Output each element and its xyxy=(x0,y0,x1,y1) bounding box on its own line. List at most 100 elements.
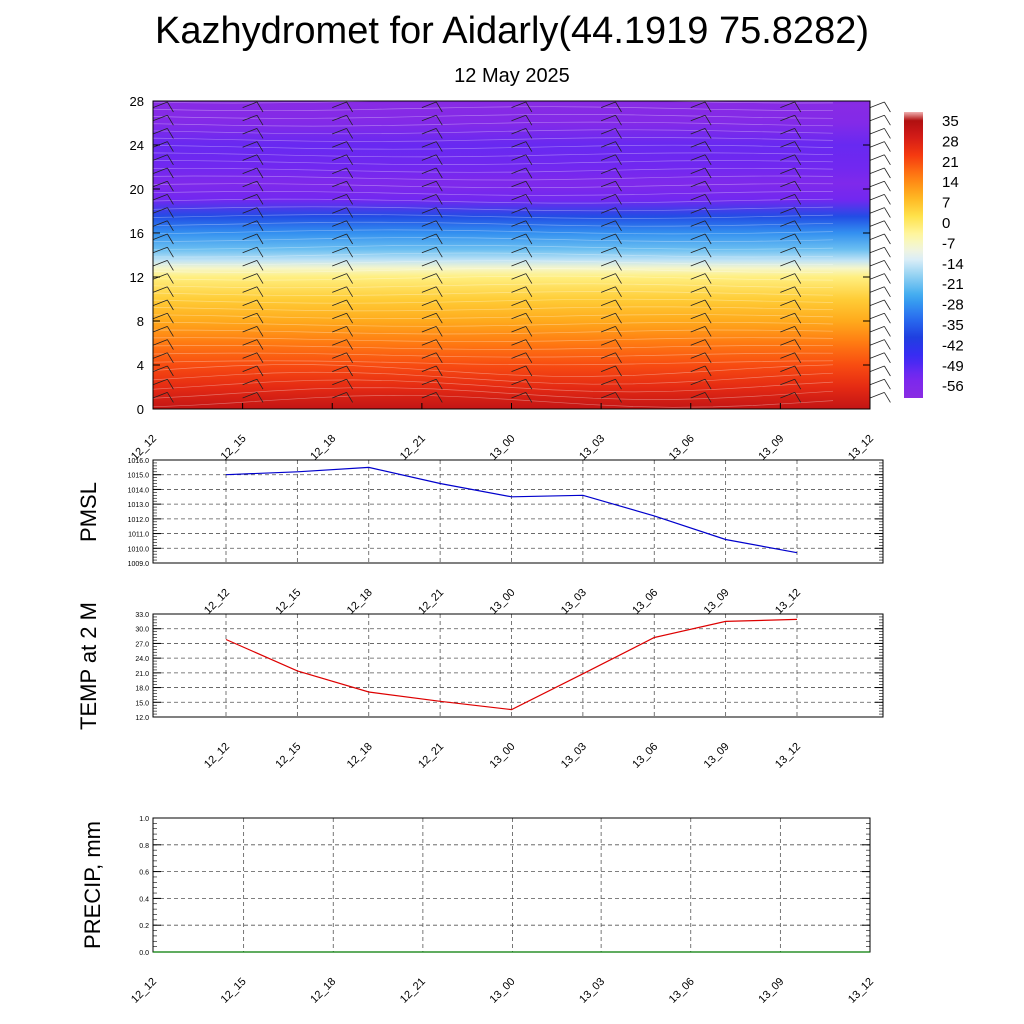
x-tick-label: 12_21 xyxy=(416,741,446,771)
wind-barb xyxy=(869,365,885,372)
colorbar-label: 35 xyxy=(942,113,959,130)
wind-barb-flag xyxy=(615,273,622,284)
wind-barb xyxy=(242,392,258,399)
heatmap-y-tick-label: 12 xyxy=(130,270,144,285)
y-axis-label: PRECIP, mm xyxy=(80,821,105,949)
wind-barb xyxy=(421,180,437,188)
x-tick-label: 13_03 xyxy=(559,587,589,617)
wind-barb xyxy=(600,286,616,293)
wind-barb xyxy=(242,299,258,306)
wind-barb xyxy=(511,299,527,306)
x-tick-label: 12_18 xyxy=(345,741,375,771)
wind-barb xyxy=(511,101,527,108)
wind-barb-flag xyxy=(794,260,802,271)
wind-barb xyxy=(600,207,616,214)
wind-barb xyxy=(511,141,527,148)
wind-barb-flag xyxy=(256,326,264,337)
panel-frame xyxy=(152,459,884,564)
heatmap-field xyxy=(153,101,870,409)
wind-barb-flag xyxy=(346,220,353,232)
contour-line xyxy=(152,337,834,343)
wind-barb xyxy=(511,180,527,188)
wind-barb-flag xyxy=(435,180,443,192)
wind-barb-flag xyxy=(435,141,443,152)
wind-barb xyxy=(600,365,616,372)
y-tick-label: 1011.0 xyxy=(128,532,149,539)
wind-barb-flag xyxy=(256,378,264,390)
x-tick-label: 13_09 xyxy=(702,587,732,617)
wind-barb xyxy=(511,326,527,333)
wind-barb-flag xyxy=(794,273,802,284)
wind-barb-flag xyxy=(256,141,264,152)
wind-barb xyxy=(780,273,795,280)
heatmap-x-tick-label: 13_12 xyxy=(846,433,876,463)
x-tick-label: 13_00 xyxy=(488,976,518,1006)
wind-barb xyxy=(332,233,347,240)
wind-barb-flag xyxy=(525,312,533,324)
wind-barb-flag xyxy=(346,312,353,324)
y-tick-label: 18.0 xyxy=(135,686,149,693)
wind-barb xyxy=(690,154,706,161)
colorbar-bar xyxy=(904,112,923,398)
contour-line xyxy=(152,329,834,335)
colorbar-label: -49 xyxy=(942,358,964,375)
wind-barb-flag xyxy=(525,246,533,258)
colorbar-label: 14 xyxy=(942,174,959,191)
wind-barb xyxy=(332,365,347,372)
wind-barb xyxy=(242,101,258,108)
wind-barb xyxy=(511,128,527,135)
wind-barb-flag xyxy=(615,299,622,311)
wind-barb-flag xyxy=(794,167,802,179)
contour-line xyxy=(152,306,834,312)
wind-barb-flag xyxy=(525,167,533,179)
wind-barb-flag xyxy=(346,154,353,166)
wind-barb-flag xyxy=(884,299,891,311)
wind-barb-flag xyxy=(435,326,443,337)
contour-line xyxy=(152,352,834,358)
wind-barb-flag xyxy=(704,154,712,166)
wind-barb xyxy=(780,167,795,174)
colorbar-label: -35 xyxy=(942,317,964,334)
wind-barb-flag xyxy=(167,260,174,271)
colorbar-label: -56 xyxy=(942,378,964,395)
x-tick-label: 12_18 xyxy=(345,587,375,617)
panel-frame xyxy=(152,613,884,718)
contour-line xyxy=(152,237,834,242)
wind-barb-flag xyxy=(346,365,353,377)
contour-line xyxy=(152,175,834,181)
x-tick-label: 13_06 xyxy=(667,976,697,1006)
wind-barb-flag xyxy=(525,207,533,218)
wind-barb-flag xyxy=(884,180,891,192)
wind-barb-flag xyxy=(794,352,802,364)
wind-barb xyxy=(600,154,616,161)
colorbar-label: -21 xyxy=(942,276,964,293)
wind-barb xyxy=(600,392,616,399)
wind-barb-flag xyxy=(525,352,533,364)
wind-barb-flag xyxy=(704,246,712,258)
wind-barb xyxy=(869,128,885,135)
heatmap-y-tick-label: 4 xyxy=(137,358,144,373)
wind-barb xyxy=(780,114,795,122)
wind-barb-flag xyxy=(435,154,443,166)
wind-barb xyxy=(690,392,706,399)
wind-barb-flag xyxy=(435,167,443,179)
wind-barb-flag xyxy=(346,194,353,205)
wind-barb xyxy=(242,260,258,267)
wind-barb-flag xyxy=(346,339,353,350)
wind-barb xyxy=(242,273,258,280)
contour-line xyxy=(152,160,834,165)
wind-barb-flag xyxy=(167,339,174,350)
wind-barb xyxy=(690,220,706,227)
wind-barb-flag xyxy=(525,128,533,139)
wind-barb-flag xyxy=(704,299,712,311)
wind-barb xyxy=(421,233,437,240)
contour-line xyxy=(152,137,834,142)
wind-barb-flag xyxy=(167,141,174,152)
wind-barb-flag xyxy=(525,286,533,298)
wind-barb xyxy=(511,207,527,214)
wind-barb xyxy=(421,339,437,346)
wind-barb-flag xyxy=(346,286,353,298)
wind-barb xyxy=(332,339,347,346)
wind-barb xyxy=(600,233,616,240)
heatmap-x-tick-label: 13_03 xyxy=(577,433,607,463)
